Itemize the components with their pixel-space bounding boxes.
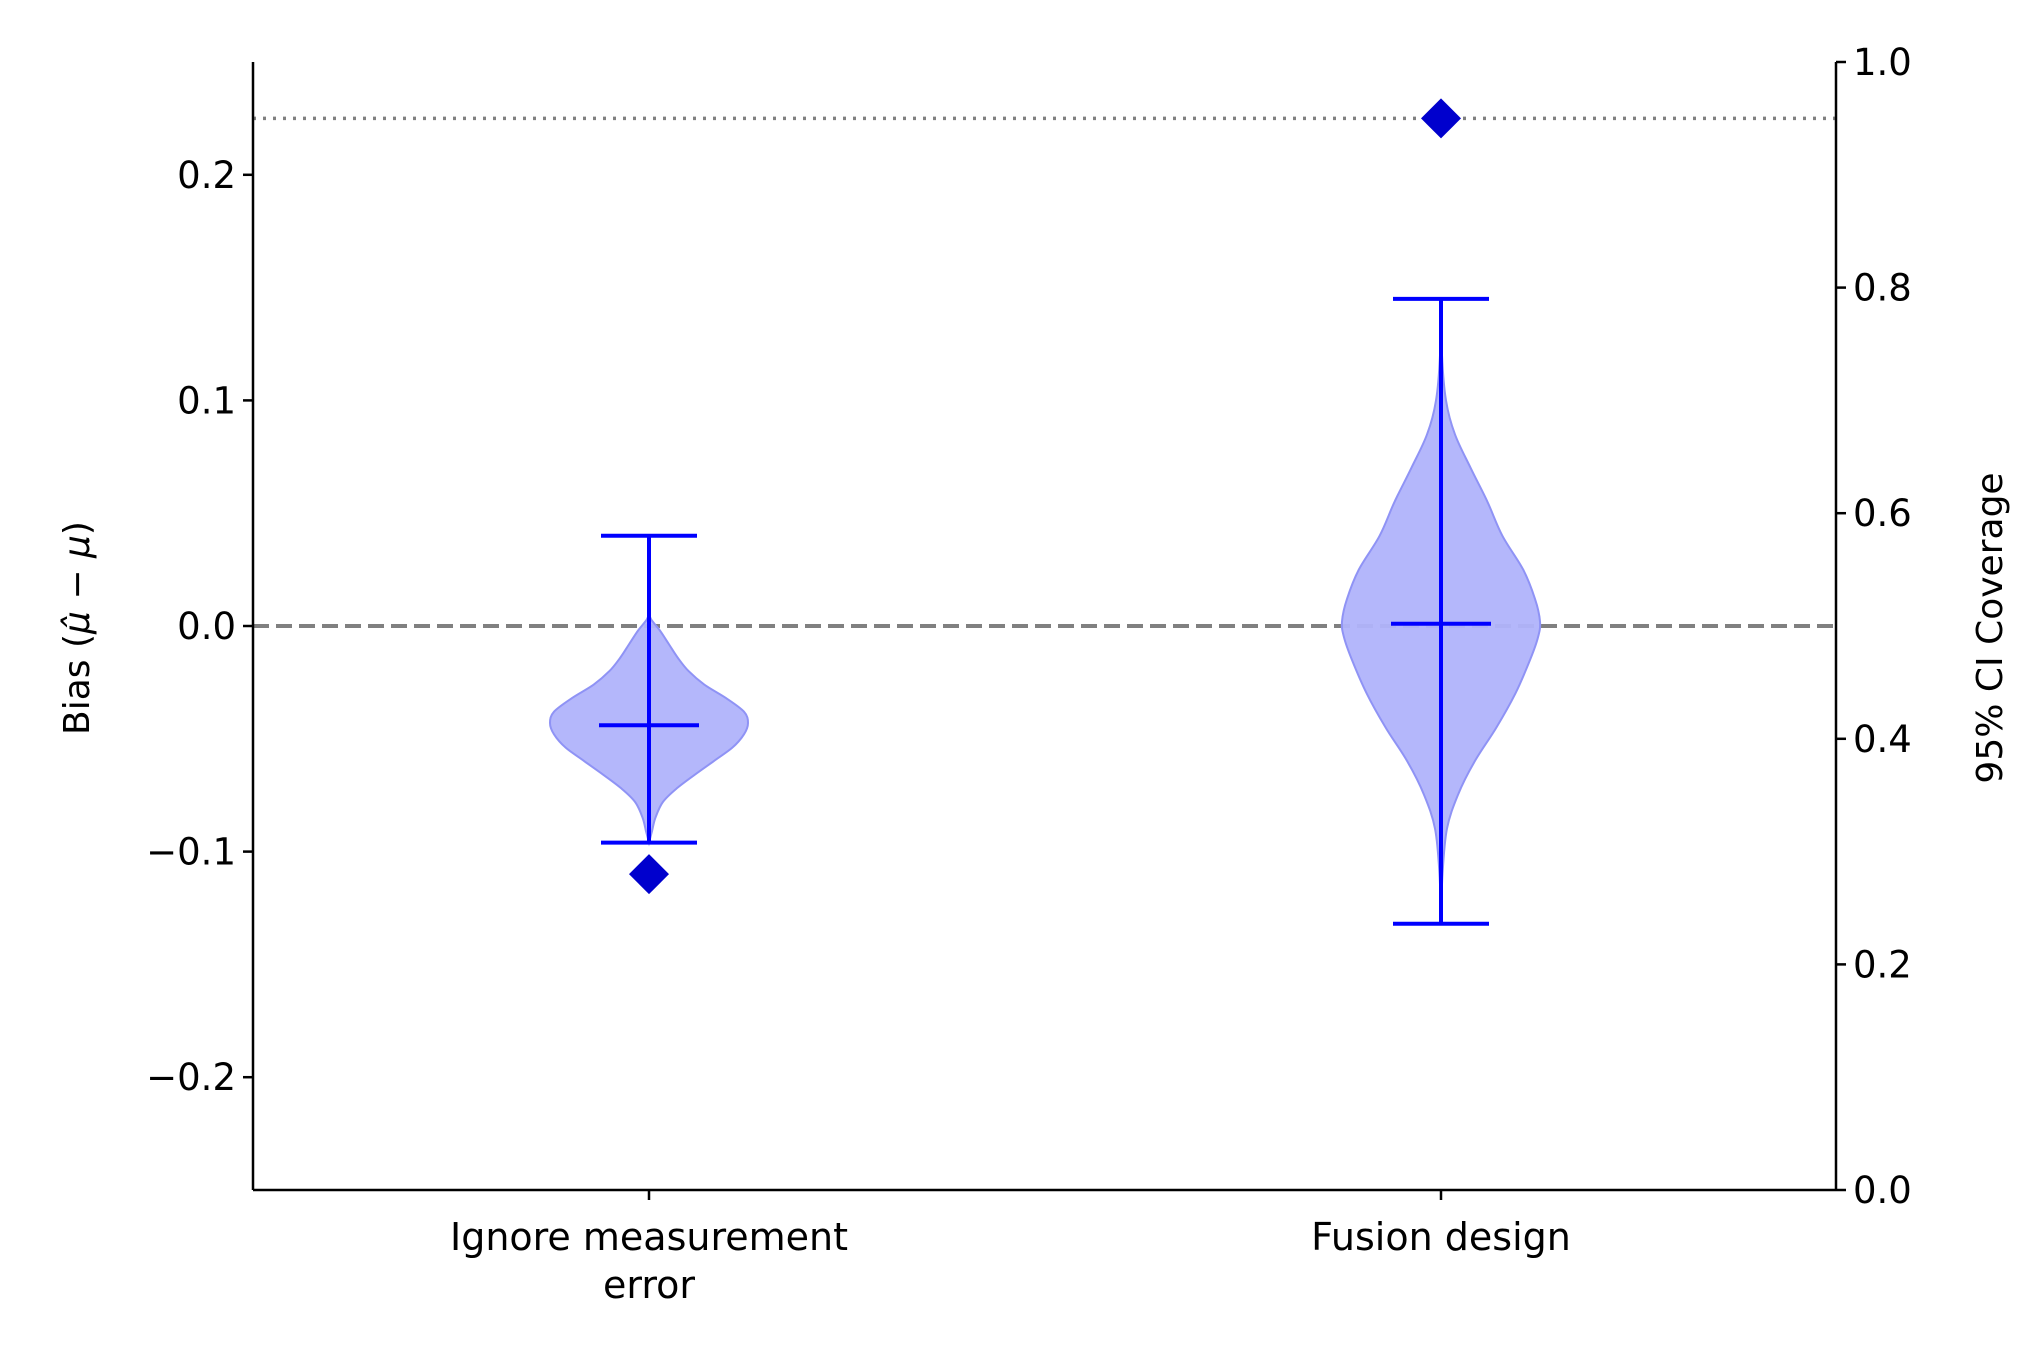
y-left-axis-label: Bias (μ̂ − μ)	[57, 521, 98, 735]
axes: −0.2 −0.1 0.0 0.1 0.2 0.0 0.2 0.4 0.6 0.8 1.0 Ignor…	[146, 41, 1912, 1307]
coverage-marker-ignore-error	[629, 854, 669, 895]
y-left-tick-label: 0.1	[177, 379, 236, 422]
violins	[548, 298, 1542, 924]
y-left-label-prefix: Bias (	[57, 634, 98, 735]
y-right-tick-label: 0.6	[1853, 492, 1912, 535]
y-left-tick-label: −0.2	[146, 1056, 236, 1099]
coverage-markers	[629, 98, 1461, 895]
x-category-label: error	[603, 1263, 695, 1307]
y-left-tick-label: 0.2	[177, 154, 236, 197]
y-right-axis-label: 95% CI Coverage	[1970, 472, 2011, 783]
coverage-marker-fusion-design	[1421, 98, 1461, 139]
x-category-label: Fusion design	[1311, 1215, 1571, 1259]
y-right-tick-label: 0.4	[1853, 718, 1912, 761]
y-right-tick-label: 0.8	[1853, 267, 1912, 310]
y-left-tick-label: −0.1	[146, 831, 236, 874]
x-category-label: Ignore measurement	[450, 1215, 848, 1259]
y-right-tick-label: 0.2	[1853, 943, 1912, 986]
y-left-label-suffix: )	[57, 521, 98, 535]
y-left-label-mu-hat: μ̂	[57, 611, 98, 635]
y-left-tick-label: 0.0	[177, 605, 236, 648]
whiskers	[599, 296, 1491, 926]
y-left-label-minus: −	[57, 558, 98, 611]
y-left-label-mu: μ	[57, 535, 98, 559]
y-right-tick-label: 1.0	[1853, 41, 1912, 84]
y-right-tick-label: 0.0	[1853, 1169, 1912, 1212]
reference-lines	[253, 116, 1836, 628]
